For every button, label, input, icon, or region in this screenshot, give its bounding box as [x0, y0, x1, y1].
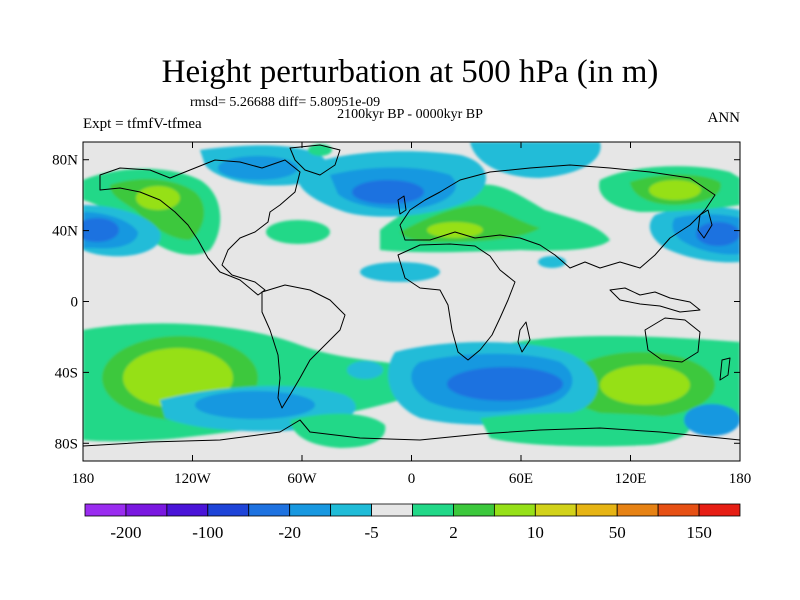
colorbar-swatch-5: [289, 503, 332, 517]
lat-tick-label-1: 40N: [52, 224, 78, 240]
contour-antarctic-pacific-negative-core: [195, 391, 315, 419]
colorbar-swatch-8: [412, 503, 454, 517]
coastline-greenland: [289, 144, 341, 176]
contour-antarctic-positive-west: [290, 413, 386, 448]
colorbar-label-7: 150: [686, 523, 712, 542]
colorbar-swatch-14: [657, 503, 700, 517]
contour-antarctic-negative-far-east: [684, 404, 740, 436]
colorbar-label-0: -200: [110, 523, 141, 542]
colorbar-swatch-0: [84, 503, 127, 517]
colorbar-label-4: 2: [449, 523, 458, 542]
lon-tick-label-6: 180: [729, 471, 752, 487]
colorbar-swatch-3: [207, 503, 250, 517]
contour-arabia-negative: [538, 256, 566, 268]
longitude-axis: 180 120W 60W 0 60E 120E 180: [72, 142, 752, 487]
lon-tick-label-2: 60W: [287, 471, 317, 487]
coastline-australia: [644, 317, 701, 363]
colorbar-swatch-9: [453, 503, 495, 517]
colorbar-swatch-6: [330, 503, 372, 517]
colorbar-swatch-12: [575, 503, 618, 517]
contour-west-pacific-negative-core: [696, 222, 740, 246]
lon-tick-label-3: 0: [408, 471, 416, 487]
coastline-antarctica: [83, 419, 740, 447]
colorbar-label-1: -100: [192, 523, 223, 542]
experiment-label: Expt = tfmfV-tfmea: [83, 116, 202, 132]
coastline-south-america: [261, 284, 346, 409]
colorbar-swatch-10: [493, 503, 536, 517]
coastline-north-america: [99, 159, 301, 296]
colorbar-label-3: -5: [364, 523, 378, 542]
colorbar-swatch-7: [371, 503, 413, 517]
lon-tick-label-1: 120W: [174, 471, 212, 487]
contour-north-america-positive-core: [136, 186, 180, 210]
figure-title: Height perturbation at 500 hPa (in m): [162, 54, 659, 90]
contour-north-pacific-negative-core: [83, 218, 119, 242]
lon-tick-label-0: 180: [72, 471, 95, 487]
colorbar: -200 -100 -20 -5 2 10 50 150: [84, 503, 741, 542]
season-label: ANN: [708, 110, 741, 126]
map-panel: 80N 40N 0 40S 80S 180 120W 60W 0 60E 120E 180: [52, 141, 752, 487]
contour-equatorial-atlantic-negative: [360, 262, 440, 282]
coastline-japan: [697, 209, 713, 239]
lon-tick-label-5: 120E: [615, 471, 647, 487]
colorbar-swatch-11: [534, 503, 577, 517]
lat-tick-label-4: 80S: [55, 436, 78, 452]
colorbar-swatch-15: [698, 503, 741, 517]
lon-tick-label-4: 60E: [509, 471, 533, 487]
contour-arctic-negative-core: [218, 156, 298, 180]
colorbar-swatch-2: [166, 503, 209, 517]
colorbar-label-6: 50: [609, 523, 626, 542]
contour-south-atlantic-negative-core: [447, 367, 563, 401]
coastline-new-zealand: [719, 357, 731, 381]
colorbar-swatch-13: [616, 503, 659, 517]
lat-tick-label-2: 0: [71, 295, 79, 311]
contour-caribbean-positive: [266, 220, 330, 244]
coastline-madagascar: [517, 321, 531, 353]
contour-east-asia-positive-core: [649, 180, 701, 200]
coastline-uk: [397, 195, 407, 215]
contour-arctic-east-negative: [470, 142, 601, 178]
contour-eurasia-positive-core: [427, 222, 483, 238]
coastline-africa: [397, 243, 516, 361]
latitude-axis: 80N 40N 0 40S 80S: [52, 153, 740, 452]
contour-north-atlantic-negative-core: [352, 180, 424, 204]
colorbar-swatch-1: [125, 503, 168, 517]
colorbar-label-5: 10: [527, 523, 544, 542]
coastline-eurasia: [399, 164, 716, 269]
contour-south-indian-20: [600, 365, 690, 405]
lat-tick-label-3: 40S: [55, 365, 78, 381]
colorbar-label-2: -20: [278, 523, 301, 542]
coastline-indonesia: [609, 287, 701, 313]
contour-antarctic-positive-east: [480, 412, 690, 447]
contour-fill-layer: [83, 142, 740, 448]
period-label: 2100kyr BP - 0000kyr BP: [337, 107, 483, 122]
colorbar-swatch-4: [248, 503, 291, 517]
rmsd-diff-label: rmsd= 5.26688 diff= 5.80951e-09: [190, 95, 380, 110]
coastlines: [83, 144, 740, 447]
contour-equatorial-east-atlantic-negative: [347, 361, 383, 379]
lat-tick-label-0: 80N: [52, 153, 78, 169]
